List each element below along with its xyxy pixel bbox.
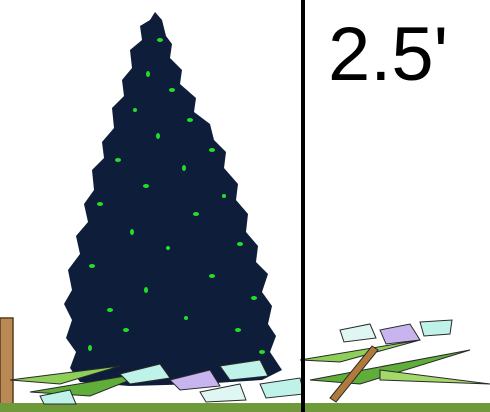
evergreen-tree: [64, 12, 282, 386]
wooden-post: [0, 318, 13, 412]
height-label: 2.5': [328, 12, 448, 97]
measure-line: [301, 0, 305, 412]
page: 2.5' (() => { const data = JSON.parse(do…: [0, 0, 490, 412]
clipart-scene: 2.5': [0, 0, 490, 412]
